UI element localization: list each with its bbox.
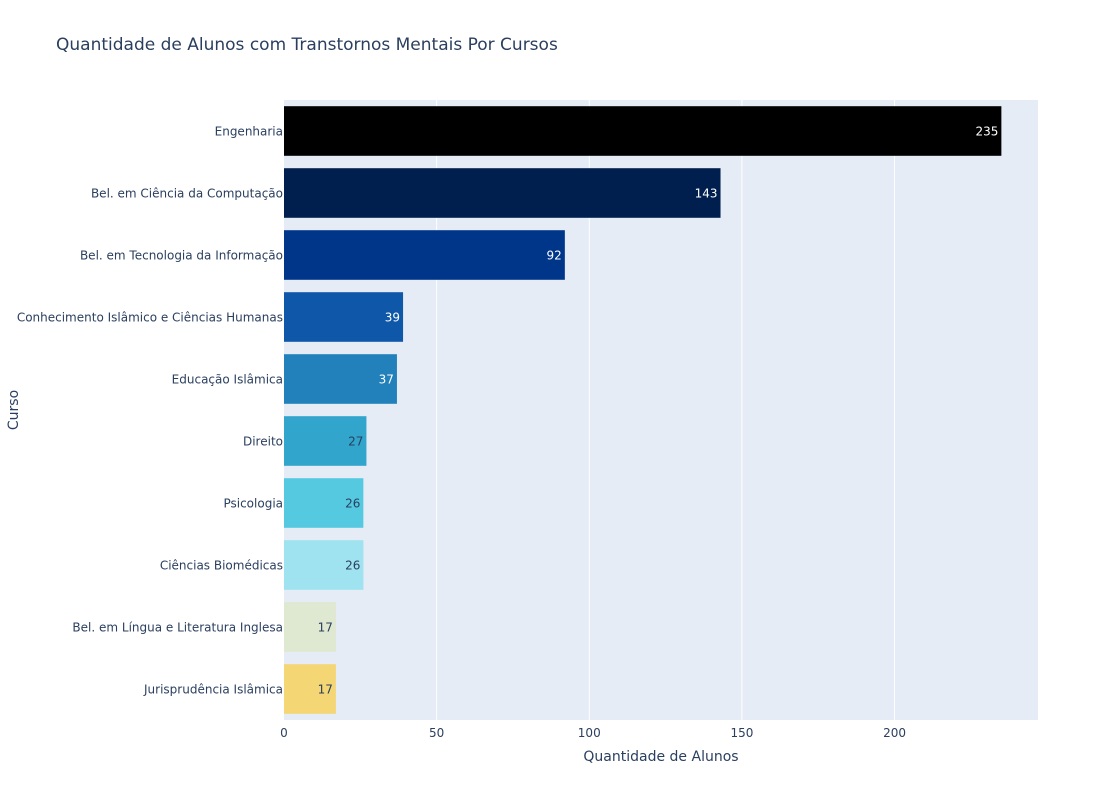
bar bbox=[284, 664, 336, 714]
y-tick-label: Direito bbox=[243, 435, 283, 449]
y-tick-label: Engenharia bbox=[215, 125, 283, 139]
bar-value-label: 26 bbox=[345, 497, 360, 511]
bar-value-label: 235 bbox=[975, 125, 998, 139]
bar bbox=[284, 540, 364, 590]
y-tick-label: Conhecimento Islâmico e Ciências Humanas bbox=[17, 311, 283, 325]
x-tick-label: 150 bbox=[730, 726, 753, 740]
y-axis-ticks: Engenharia Bel. em Ciência da Computação B… bbox=[17, 125, 283, 697]
x-tick-label: 200 bbox=[883, 726, 906, 740]
bar-value-label: 26 bbox=[345, 559, 360, 573]
bar bbox=[284, 416, 367, 466]
x-tick-label: 100 bbox=[578, 726, 601, 740]
y-tick-label: Ciências Biomédicas bbox=[160, 559, 283, 573]
bar bbox=[284, 602, 336, 652]
bar bbox=[284, 230, 565, 280]
y-tick-label: Jurisprudência Islâmica bbox=[143, 683, 283, 697]
x-axis-title: Quantidade de Alunos bbox=[583, 749, 738, 765]
bar-value-label: 17 bbox=[318, 683, 333, 697]
bar-value-label: 92 bbox=[547, 249, 562, 263]
y-axis-title: Curso bbox=[6, 390, 22, 430]
bar-value-label: 39 bbox=[385, 311, 400, 325]
x-tick-label: 50 bbox=[429, 726, 444, 740]
chart-title: Quantidade de Alunos com Transtornos Men… bbox=[56, 35, 558, 55]
bar bbox=[284, 106, 1002, 156]
y-tick-label: Bel. em Tecnologia da Informação bbox=[80, 249, 283, 263]
y-tick-label: Bel. em Ciência da Computação bbox=[91, 187, 283, 201]
x-tick-label: 0 bbox=[280, 726, 288, 740]
bar bbox=[284, 168, 721, 218]
x-axis-ticks: 0 50 100 150 200 bbox=[280, 726, 906, 740]
bar-value-label: 143 bbox=[695, 187, 718, 201]
y-tick-label: Psicologia bbox=[223, 497, 283, 511]
bar bbox=[284, 292, 404, 342]
bar bbox=[284, 354, 397, 404]
bar-value-label: 27 bbox=[348, 435, 363, 449]
y-tick-label: Bel. em Língua e Literatura Inglesa bbox=[72, 621, 283, 635]
bar-value-label: 17 bbox=[318, 621, 333, 635]
bars: 235 143 92 39 37 27 26 26 17 17 bbox=[284, 106, 1002, 714]
y-tick-label: Educação Islâmica bbox=[172, 373, 283, 387]
bar bbox=[284, 478, 364, 528]
bar-value-label: 37 bbox=[379, 373, 394, 387]
